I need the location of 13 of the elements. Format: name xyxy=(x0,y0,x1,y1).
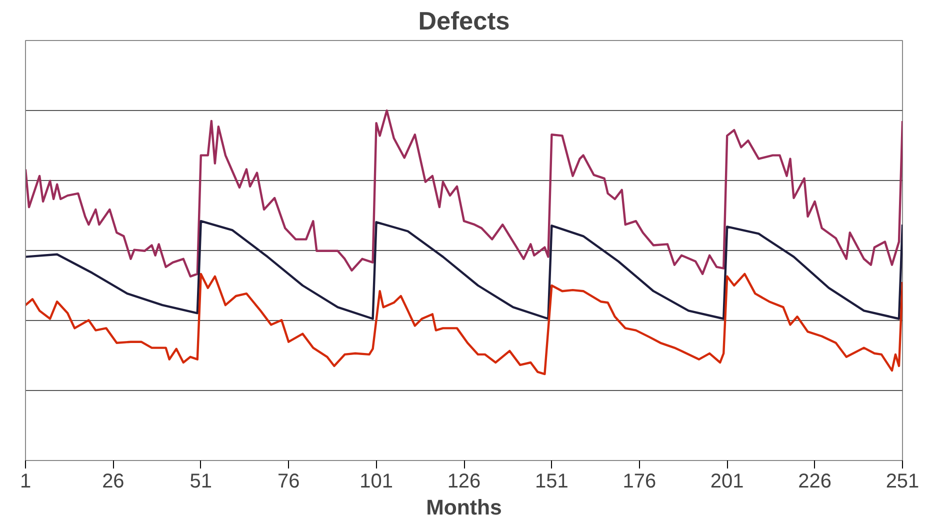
chart-title: Defects xyxy=(418,8,510,36)
x-tick-label: 176 xyxy=(622,470,656,492)
x-tick-label: 226 xyxy=(798,470,832,492)
x-tick-label: 1 xyxy=(20,470,32,492)
x-tick-label: 26 xyxy=(102,470,124,492)
x-tick-label: 201 xyxy=(710,470,744,492)
x-tick-label: 126 xyxy=(447,470,481,492)
x-tick-label: 151 xyxy=(535,470,568,492)
x-tick-label: 251 xyxy=(886,470,920,492)
x-tick-label: 76 xyxy=(277,470,300,492)
x-axis-title: Months xyxy=(426,496,502,520)
x-tick-label: 101 xyxy=(360,470,393,492)
x-tick-label: 51 xyxy=(190,470,212,492)
